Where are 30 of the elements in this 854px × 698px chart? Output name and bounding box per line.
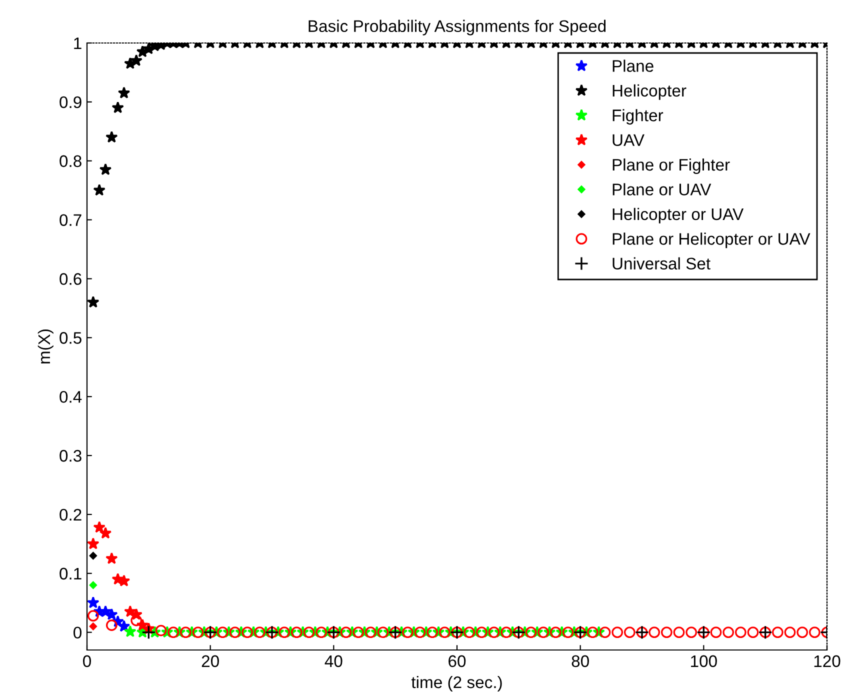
y-tick-label: 0.6	[60, 273, 82, 285]
x-tick-label: 40	[324, 655, 342, 668]
x-tick-label: 100	[691, 655, 717, 668]
y-axis-title: m(X)	[38, 329, 54, 364]
x-tick-label: 120	[814, 655, 840, 668]
y-tick-label: 0.4	[60, 390, 82, 403]
legend-label: Helicopter or UAV	[612, 208, 744, 224]
x-tick-label: 20	[202, 655, 219, 668]
y-tick-label: 0.7	[60, 214, 82, 226]
legend-label: Fighter	[612, 109, 664, 125]
legend-label: Plane or UAV	[612, 183, 712, 196]
legend-label: UAV	[612, 134, 644, 146]
x-tick-label: 0	[83, 655, 91, 668]
y-tick-label: 0.5	[60, 332, 82, 344]
chart-title: Basic Probability Assignments for Speed	[308, 20, 606, 36]
y-tick-label: 0.2	[60, 508, 82, 521]
y-tick-label: 0	[74, 626, 82, 639]
legend-label: Plane	[612, 60, 654, 72]
legend-label: Plane or Helicopter or UAV	[612, 232, 810, 248]
x-tick-label: 60	[448, 655, 466, 668]
y-tick-label: 0.1	[60, 568, 82, 580]
y-tick-label: 1	[74, 38, 82, 50]
x-axis-title: time (2 sec.)	[411, 676, 502, 692]
y-tick-label: 0.8	[60, 155, 82, 168]
legend-label: Helicopter	[612, 84, 686, 100]
legend-label: Plane or Fighter	[612, 158, 730, 174]
y-tick-label: 0.9	[60, 96, 82, 108]
y-tick-label: 0.3	[60, 450, 82, 462]
legend-label: Universal Set	[612, 257, 710, 270]
x-tick-label: 80	[572, 655, 589, 668]
